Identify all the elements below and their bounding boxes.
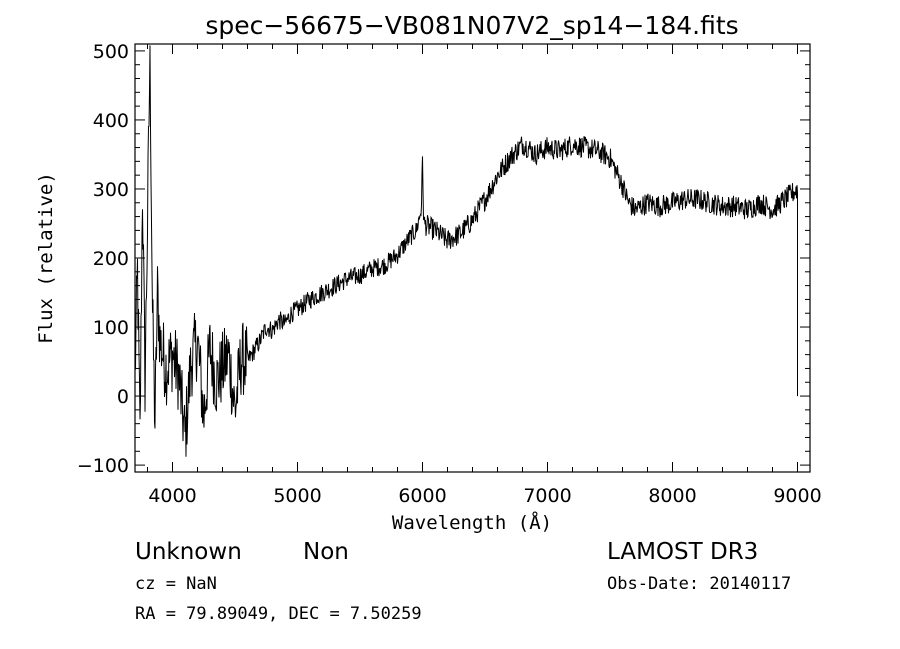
y-tick-label: 0	[117, 386, 129, 408]
redshift-readout: cz = NaN	[135, 574, 217, 594]
spectrum-series-line	[134, 45, 798, 457]
y-tick-label: 100	[93, 317, 129, 339]
y-axis-label: Flux (relative)	[35, 172, 57, 344]
x-tick-label: 4000	[148, 485, 196, 507]
y-tick-label: 300	[93, 179, 129, 201]
y-tick-label: 400	[93, 110, 129, 132]
y-tick-label: 200	[93, 248, 129, 270]
x-axis-label: Wavelength (Å)	[392, 511, 552, 534]
x-tick-label: 5000	[273, 485, 321, 507]
x-tick-label: 8000	[648, 485, 696, 507]
y-tick-label: −100	[77, 455, 129, 477]
y-axis: −100 0 100 200 300 400 500	[77, 41, 810, 477]
y-tick-label: 500	[93, 41, 129, 63]
chart-title: spec−56675−VB081N07V2_sp14−184.fits	[205, 11, 738, 40]
x-tick-label: 7000	[523, 485, 571, 507]
x-axis: 4000 5000 6000 7000 8000 9000	[147, 44, 822, 507]
object-class: Unknown	[135, 539, 242, 565]
coordinates-readout: RA = 79.89049, DEC = 7.50259	[135, 604, 422, 624]
x-tick-label: 9000	[773, 485, 821, 507]
x-tick-label: 6000	[398, 485, 446, 507]
object-subclass: Non	[303, 539, 349, 565]
observation-date: Obs-Date: 20140117	[607, 574, 791, 594]
survey-label: LAMOST DR3	[607, 539, 758, 565]
